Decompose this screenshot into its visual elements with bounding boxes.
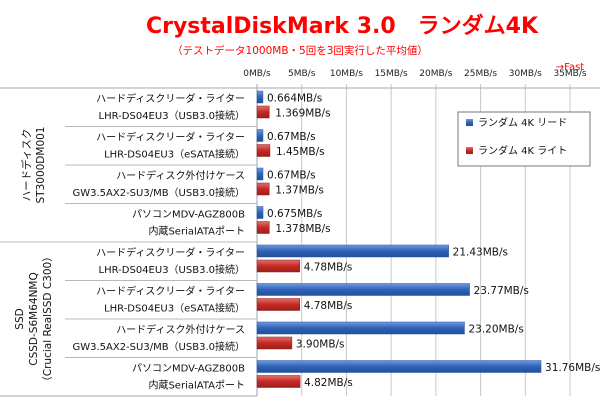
- category-label-line2: LHR-DS04EU3（USB3.0接続）: [99, 109, 245, 122]
- chart-title: CrystalDiskMark 3.0 ランダム4K: [146, 13, 539, 39]
- read-value-label: 0.67MB/s: [267, 170, 316, 182]
- write-value-label: 1.369MB/s: [275, 108, 330, 120]
- category-label-line1: ハードディスクリーダ・ライター: [96, 246, 245, 259]
- fast-annotation: →Fast: [556, 62, 585, 73]
- group-label: ST3000DM001: [35, 127, 47, 204]
- write-value-label: 1.378MB/s: [275, 223, 330, 235]
- x-tick-label: 30MB/s: [509, 69, 542, 79]
- read-value-label: 31.76MB/s: [545, 362, 600, 374]
- x-tick-label: 35MB/s: [553, 69, 586, 79]
- write-bar: [256, 105, 270, 119]
- write-bar: [256, 375, 301, 388]
- read-value-label: 23.20MB/s: [468, 324, 523, 336]
- read-bar: [256, 360, 542, 373]
- x-tick-label: 20MB/s: [419, 69, 452, 79]
- write-value-label: 4.78MB/s: [304, 300, 353, 312]
- legend-box: [457, 111, 591, 167]
- category-label-line1: ハードディスク外付けケース: [116, 169, 245, 182]
- read-value-label: 0.675MB/s: [267, 208, 322, 220]
- write-bar: [256, 259, 300, 273]
- write-bar: [256, 336, 293, 350]
- write-value-label: 1.45MB/s: [276, 146, 325, 158]
- read-value-label: 21.43MB/s: [453, 247, 508, 259]
- x-tick-label: 15MB/s: [375, 69, 408, 79]
- write-bar: [256, 182, 270, 196]
- chart-subtitle: （テストデータ1000MB・5回を3回実行した平均値）: [172, 44, 428, 57]
- read-bar: [256, 90, 264, 104]
- category-label-line2: LHR-DS04EU3（eSATA接続）: [104, 148, 245, 161]
- group-label: SSD: [14, 308, 26, 329]
- category-label-line1: パソコンMDV-AGZ800B: [132, 209, 245, 221]
- legend-label-write: ランダム 4K ライト: [478, 144, 567, 157]
- write-value-label: 3.90MB/s: [296, 339, 345, 351]
- category-label-line1: ハードディスクリーダ・ライター: [96, 131, 245, 144]
- group-label: CSSD-S6M64NMQ: [28, 272, 40, 365]
- read-bar: [256, 283, 470, 296]
- legend-label-read: ランダム 4K リード: [478, 116, 567, 129]
- read-bar: [256, 244, 449, 258]
- category-label-line2: 内蔵SerialATAポート: [148, 379, 245, 392]
- write-bar: [256, 221, 270, 234]
- legend-swatch-read: [466, 119, 473, 126]
- read-bar: [256, 206, 264, 219]
- read-bar: [256, 167, 264, 181]
- category-label-line1: ハードディスク外付けケース: [116, 323, 245, 336]
- group-label: （Crucial RealSSD C300）: [42, 251, 54, 386]
- x-tick-label: 5MB/s: [288, 69, 316, 79]
- category-label-line1: ハードディスクリーダ・ライター: [96, 285, 245, 298]
- group-label: ハードディスク: [20, 129, 33, 202]
- x-tick-label: 0MB/s: [243, 69, 271, 79]
- write-value-label: 4.78MB/s: [304, 262, 353, 274]
- read-value-label: 0.664MB/s: [267, 93, 322, 105]
- write-value-label: 4.82MB/s: [304, 377, 353, 389]
- category-label-line2: GW3.5AX2-SU3/MB（USB3.0接続）: [72, 340, 245, 353]
- category-label-line1: パソコンMDV-AGZ800B: [132, 363, 245, 375]
- write-bar: [256, 298, 300, 311]
- read-value-label: 23.77MB/s: [474, 285, 529, 297]
- legend-swatch-write: [466, 147, 473, 154]
- read-bar: [256, 321, 465, 335]
- x-tick-label: 25MB/s: [464, 69, 497, 79]
- category-label-line2: 内蔵SerialATAポート: [148, 225, 245, 238]
- read-bar: [256, 129, 264, 142]
- x-tick-label: 10MB/s: [330, 69, 363, 79]
- write-value-label: 1.37MB/s: [275, 185, 324, 197]
- read-value-label: 0.67MB/s: [267, 131, 316, 143]
- write-bar: [256, 144, 271, 157]
- category-label-line2: LHR-DS04EU3（eSATA接続）: [104, 302, 245, 315]
- category-label-line2: LHR-DS04EU3（USB3.0接続）: [99, 263, 245, 276]
- category-label-line2: GW3.5AX2-SU3/MB（USB3.0接続）: [72, 186, 245, 199]
- category-label-line1: ハードディスクリーダ・ライター: [96, 92, 245, 105]
